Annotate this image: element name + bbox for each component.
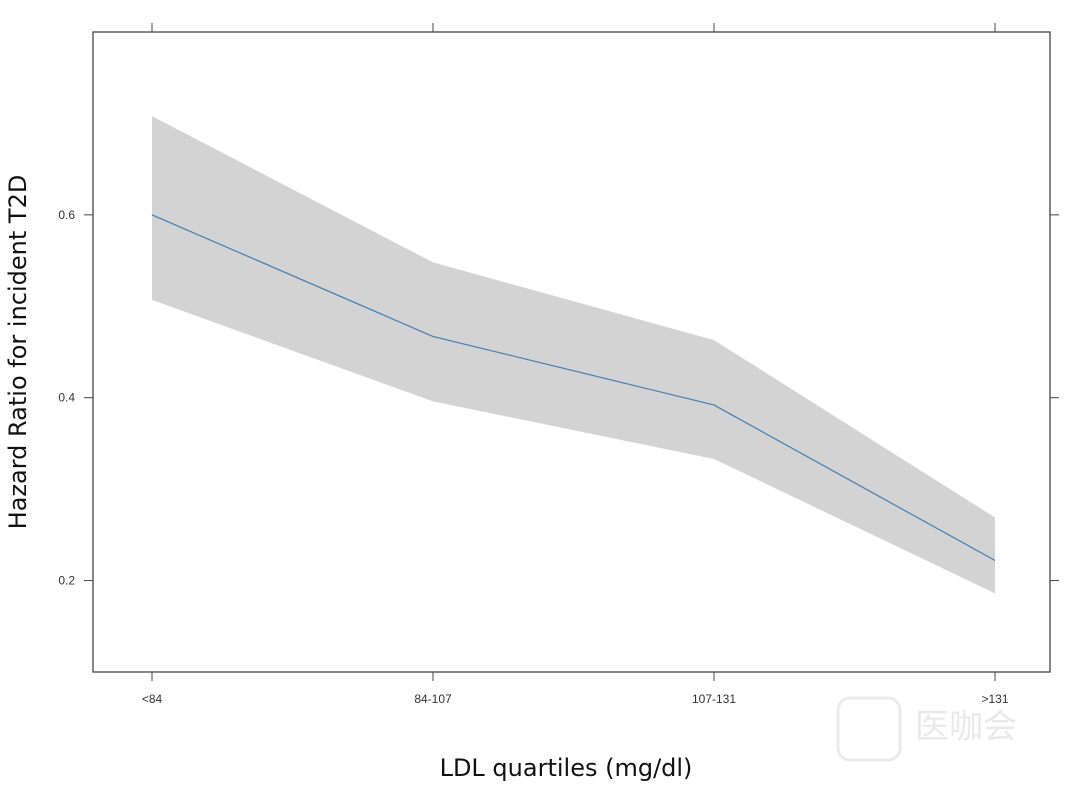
plot-frame bbox=[92, 31, 1051, 673]
x-tick-label: <84 bbox=[142, 692, 163, 706]
y-axis-title: Hazard Ratio for incident T2D bbox=[4, 175, 32, 530]
confidence-band bbox=[152, 116, 995, 594]
watermark-logo: 医咖会 bbox=[836, 696, 1017, 762]
x-tick-label: >131 bbox=[981, 692, 1008, 706]
svg-text:医咖会: 医咖会 bbox=[915, 707, 1017, 747]
series-line bbox=[151, 214, 996, 562]
x-tick-label: 107-131 bbox=[692, 692, 736, 706]
y-tick-label: 0.2 bbox=[58, 574, 75, 588]
x-axis-title: LDL quartiles (mg/dl) bbox=[440, 754, 693, 782]
y-tick-label: 0.4 bbox=[58, 391, 75, 405]
x-tick-label: 84-107 bbox=[414, 692, 452, 706]
y-tick-label: 0.6 bbox=[58, 208, 75, 222]
